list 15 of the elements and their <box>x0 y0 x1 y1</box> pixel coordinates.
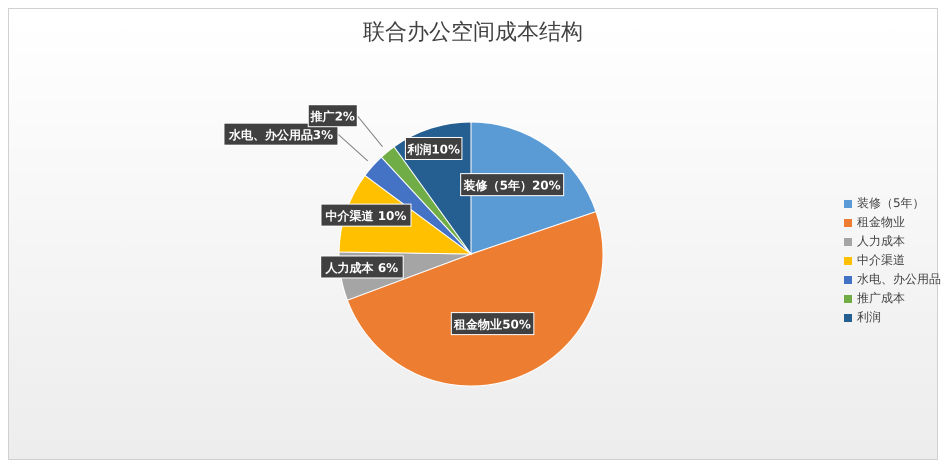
data-label: 水电、办公用品3% <box>228 128 334 142</box>
legend-label: 中介渠道 <box>857 252 905 269</box>
chart-title: 联合办公空间成本结构 <box>362 19 584 47</box>
data-label: 人力成本 6% <box>324 260 398 275</box>
legend-label: 装修（5年） <box>857 195 925 212</box>
legend-label: 水电、办公用品 <box>857 271 941 288</box>
data-label: 租金物业50% <box>453 318 531 332</box>
data-label: 装修（5年）20% <box>462 178 561 193</box>
legend-label: 利润 <box>857 309 881 326</box>
legend-label: 人力成本 <box>857 233 905 250</box>
data-label: 利润10% <box>406 142 460 156</box>
data-label: 推广2% <box>310 110 355 124</box>
data-label: 中介渠道 10% <box>326 209 406 224</box>
legend-label: 推广成本 <box>857 290 905 307</box>
legend-label: 租金物业 <box>857 214 905 231</box>
